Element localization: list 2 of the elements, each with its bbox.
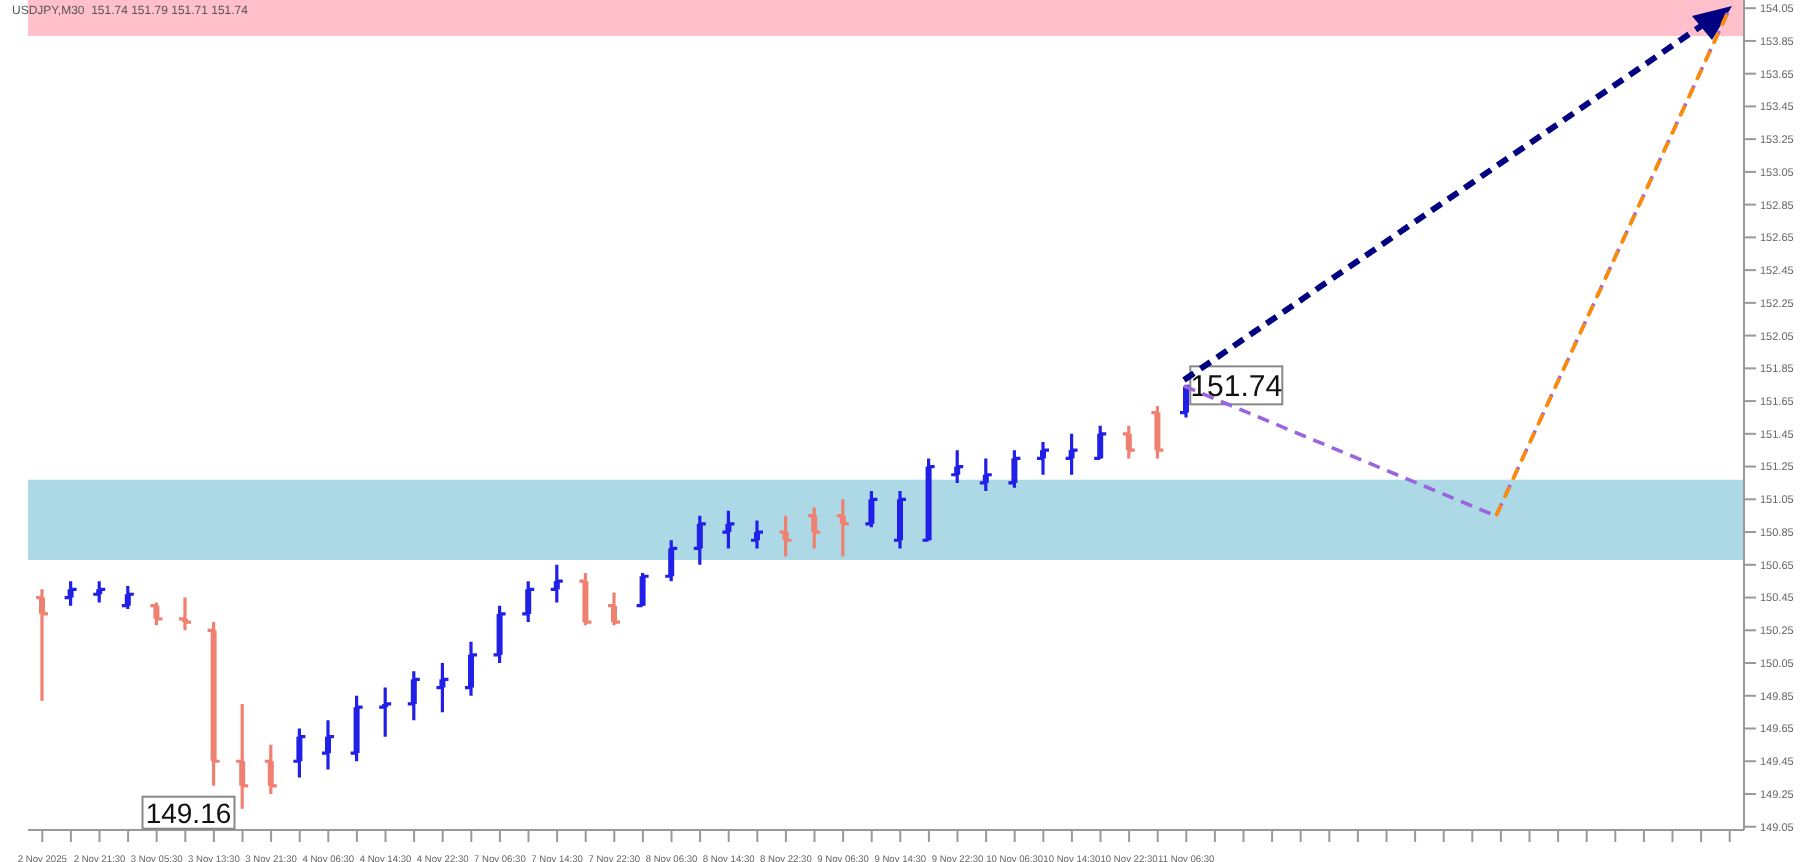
annotation: 149.16 — [145, 796, 232, 829]
annotation: 151.74 — [1190, 370, 1283, 405]
